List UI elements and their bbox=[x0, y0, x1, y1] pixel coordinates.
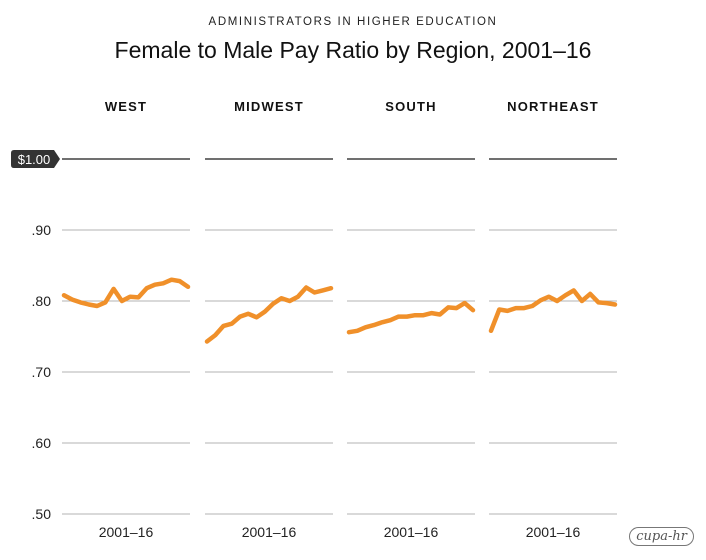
x-axis-label: 2001–16 bbox=[526, 524, 581, 540]
y-tick-label: $1.00 bbox=[18, 152, 51, 167]
y-tick-label: .90 bbox=[32, 222, 52, 238]
y-tick-label: .80 bbox=[32, 293, 52, 309]
panel-header: SOUTH bbox=[385, 99, 437, 114]
y-tick-badge bbox=[11, 150, 60, 168]
chart-supertitle: ADMINISTRATORS IN HIGHER EDUCATION bbox=[208, 16, 498, 28]
panel-header: WEST bbox=[105, 99, 147, 114]
y-tick-label: .70 bbox=[32, 364, 52, 380]
series-line-south bbox=[346, 300, 476, 335]
x-axis-label: 2001–16 bbox=[99, 524, 154, 540]
cupa-hr-logo: cupa-hr bbox=[629, 527, 694, 546]
y-tick-label: .50 bbox=[32, 506, 52, 522]
x-axis-label: 2001–16 bbox=[384, 524, 439, 540]
chart-title: Female to Male Pay Ratio by Region, 2001… bbox=[114, 37, 592, 63]
series-line-west bbox=[61, 277, 191, 309]
y-tick-label: .60 bbox=[32, 435, 52, 451]
x-axis-label: 2001–16 bbox=[242, 524, 297, 540]
panel-header: MIDWEST bbox=[234, 99, 304, 114]
panel-header: NORTHEAST bbox=[507, 99, 599, 114]
series-line-northeast bbox=[488, 288, 618, 334]
series-line-midwest bbox=[204, 285, 334, 344]
